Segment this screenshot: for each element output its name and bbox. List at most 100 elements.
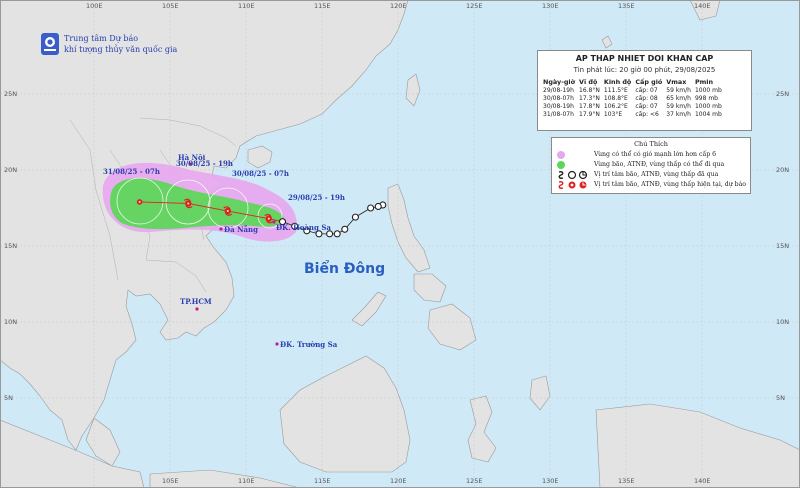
truongsa-marker [275, 342, 279, 346]
past-position-icon [351, 213, 359, 221]
land-visayas [413, 273, 447, 303]
col-datetime: Ngày-giờ [543, 77, 576, 86]
lon-label-bottom: 135E [618, 477, 635, 485]
cell-pmin: 1000 mb [694, 102, 722, 110]
bulletin-title: AP THAP NHIET DOI KHAN CAP [575, 54, 714, 63]
land-halmahera [529, 375, 551, 411]
graticule-labels: 100E 105E 110E 115E 120E 125E 130E 135E 140E 105E… [4, 2, 789, 485]
cell-lat: 17.8°N [579, 102, 600, 110]
legend-text: Vị trí tâm bão, ATNĐ, vùng thấp đã qua [594, 171, 719, 178]
legend-text: Vùng bão, ATNĐ, vùng thấp có thể đi qua [594, 161, 725, 168]
land-hainan [247, 145, 273, 169]
past-track-points [278, 201, 387, 238]
land-borneo [279, 355, 411, 473]
land-papua [595, 403, 800, 488]
lat-label-left: 20N [4, 166, 17, 174]
hanoi-marker [188, 162, 192, 166]
agency-name-line2: khí tượng thủy văn quốc gia [64, 45, 178, 54]
past-position-icon [367, 204, 375, 212]
past-position-icon [326, 230, 334, 238]
forecast-label-t0: 29/08/25 - 19h [288, 193, 345, 202]
lon-label-top: 110E [238, 2, 255, 10]
lon-label-top: 140E [694, 2, 711, 10]
land-malay [85, 417, 121, 467]
forecast-label-t1: 30/08/25 - 07h [232, 169, 289, 178]
land-taiwan [405, 73, 421, 107]
cell-lon: 103°E [603, 110, 623, 118]
danang-marker [219, 227, 223, 231]
agency-name-line1: Trung tâm Dự báo [64, 34, 139, 43]
past-position-icon [333, 230, 341, 238]
land-kyushu [689, 0, 721, 21]
land-sumatra [0, 419, 145, 488]
border-myanmar [69, 119, 119, 281]
lat-label-left: 25N [4, 90, 17, 98]
label-hoangsa: ĐK. Hoàng Sa [276, 223, 331, 232]
bulletin-info-box: AP THAP NHIET DOI KHAN CAP Tin phát lúc:… [537, 50, 752, 131]
forecast-table: Ngày-giờ Vĩ độ Kinh độ Cấp gió Vmax Pmin… [541, 77, 724, 118]
lon-label-bottom: 140E [694, 477, 711, 485]
forecast-circle-t1 [207, 187, 249, 229]
label-hcm: TP.HCM [180, 297, 212, 306]
legend-text: Vị trí tâm bão, ATNĐ, vùng thấp hiện tại… [594, 181, 747, 188]
hcm-marker [195, 307, 199, 311]
cell-lat: 17.3°N [579, 94, 600, 102]
forecast-circle-t2 [165, 179, 211, 225]
forecast-track-points [136, 198, 274, 224]
past-position-icon [374, 202, 382, 211]
cell-vmax: 59 km/h [666, 86, 691, 94]
low-pressure-icon [136, 199, 143, 205]
legend-title: Chú Thích [634, 140, 668, 148]
storm-symbol-icon [183, 198, 193, 209]
place-labels: Hà Nội Đà Nẵng TP.HCM ĐK. Hoàng Sa ĐK. T… [178, 153, 385, 349]
past-position-symbols-icon [558, 170, 588, 180]
past-position-icon [341, 225, 349, 233]
lat-label-right: 20N [776, 166, 789, 174]
land-palawan [351, 291, 387, 327]
lon-label-top: 100E [86, 2, 103, 10]
map-legend: Chú Thích Vùng có thể có gió mạnh lớn hơ… [551, 137, 751, 194]
cell-lon: 108.8°E [603, 94, 628, 102]
col-lon: Kinh độ [603, 77, 632, 86]
legend-text: Vùng có thể có gió mạnh lớn hơn cấp 6 [594, 151, 717, 158]
table-row: 30/08-07h 17.3°N 108.8°E cấp: 08 65 km/h… [541, 94, 724, 102]
cell-pmin: 998 mb [694, 94, 718, 102]
forecast-circle-t0 [257, 203, 283, 229]
lon-label-top: 135E [618, 2, 635, 10]
border-cambodia [145, 259, 207, 293]
cell-vmax: 65 km/h [666, 94, 691, 102]
hoangsa-marker [272, 220, 276, 224]
cell-datetime: 30/08-19h [543, 102, 574, 110]
lat-label-right: 25N [776, 90, 789, 98]
land-mindanao [427, 303, 477, 351]
cell-vmax: 37 km/h [666, 110, 691, 118]
forecast-label-t2: 30/08/25 - 19h [176, 159, 233, 168]
lon-label-bottom: 130E [542, 477, 559, 485]
label-bien-dong: Biển Đông [304, 260, 385, 277]
lon-label-top: 125E [466, 2, 483, 10]
wind-zone-swatch-icon [557, 151, 565, 159]
cell-lat: 16.8°N [579, 86, 600, 94]
past-position-icon [303, 227, 311, 235]
past-position-icon [315, 230, 323, 238]
lon-label-bottom: 105E [162, 477, 179, 485]
lat-label-right: 5N [776, 394, 785, 402]
cell-lon: 111.5°E [603, 86, 628, 94]
past-position-icon [278, 218, 287, 226]
bulletin-issued-time: Tin phát lúc: 20 giờ 00 phút, 29/08/2025 [573, 66, 716, 74]
place-markers [188, 162, 279, 346]
cell-pmin: 1004 mb [694, 110, 722, 118]
label-hanoi: Hà Nội [178, 153, 206, 162]
forecast-label-t3: 31/08/25 - 07h [103, 167, 160, 176]
cell-datetime: 29/08-19h [543, 86, 574, 94]
cell-datetime: 30/08-07h [543, 94, 574, 102]
col-lat: Vĩ độ [579, 77, 598, 86]
cell-datetime: 31/08-07h [543, 110, 574, 118]
lat-label-left: 10N [4, 318, 17, 326]
table-row: 29/08-19h 16.8°N 111.5°E cấp: 07 59 km/h… [541, 86, 724, 94]
cell-wind-level: cấp: 07 [635, 86, 658, 94]
past-position-icon [291, 222, 299, 230]
lon-label-top: 120E [390, 2, 407, 10]
land-sulawesi [467, 395, 497, 463]
label-danang: Đà Nẵng [224, 225, 258, 234]
